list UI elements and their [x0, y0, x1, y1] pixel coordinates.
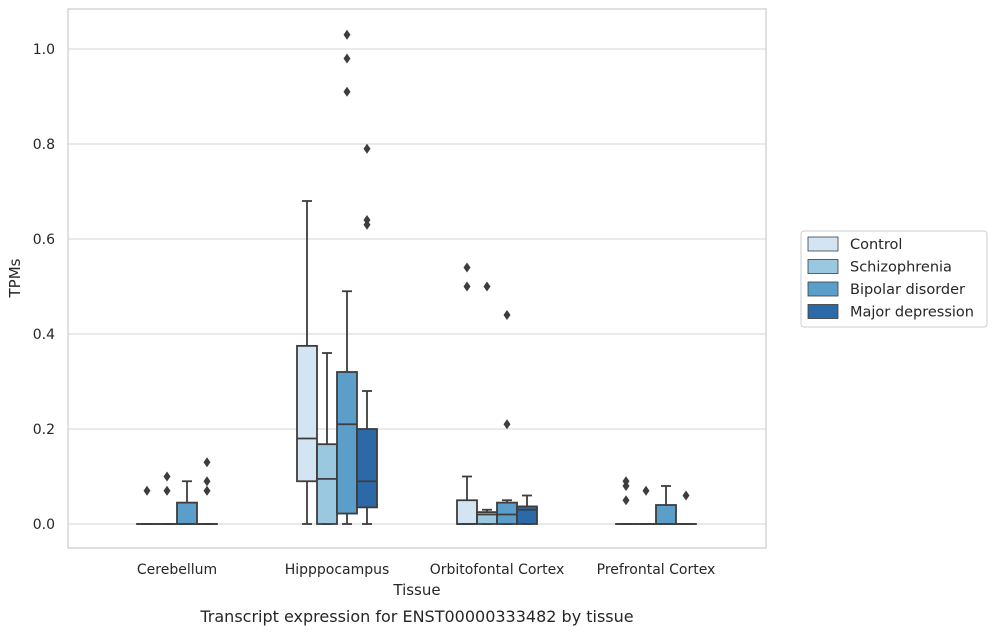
box-body — [176, 501, 198, 525]
y-tick-label: 0.8 — [33, 137, 55, 153]
box-element — [196, 457, 218, 525]
outlier-point — [163, 485, 171, 496]
outlier-point — [203, 476, 211, 487]
box-plot-series — [136, 29, 697, 525]
legend: Control Schizophrenia Bipolar disorder Majo… — [800, 230, 988, 328]
outlier-point — [163, 471, 171, 482]
outlier-point — [363, 143, 371, 154]
legend-swatch — [807, 259, 839, 274]
legend-label: Bipolar disorder — [850, 282, 965, 298]
y-tick-label: 0.2 — [33, 422, 55, 438]
y-axis-title: TPMs — [6, 258, 24, 298]
outlier-point — [463, 262, 471, 273]
outlier-point — [483, 281, 491, 292]
outlier-point — [343, 86, 351, 97]
legend-label: Schizophrenia — [850, 260, 952, 276]
x-tick-labels: Cerebellum Hipppocampus Orbitofontal Corte… — [137, 562, 715, 578]
box-element — [516, 494, 538, 525]
outlier-point — [143, 485, 151, 496]
outlier-point — [622, 495, 630, 506]
box-body — [356, 428, 378, 509]
legend-swatch — [807, 236, 839, 252]
outlier-point — [622, 481, 630, 491]
box-element — [456, 262, 478, 525]
box-element — [136, 485, 158, 525]
legend-swatch — [807, 304, 839, 319]
outlier-point — [642, 485, 650, 496]
chart-caption: Transcript expression for ENST0000033348… — [199, 607, 633, 626]
x-axis-title: Tissue — [392, 581, 440, 599]
x-tick-label: Orbitofontal Cortex — [430, 562, 565, 578]
box-body — [456, 499, 478, 525]
box-body — [516, 505, 538, 525]
box-element — [655, 485, 677, 525]
y-tick-label: 1.0 — [33, 42, 55, 58]
y-tick-labels: 0.0 0.2 0.4 0.6 0.8 1.0 — [33, 42, 55, 533]
legend-swatch — [807, 281, 839, 297]
box-body — [316, 443, 338, 525]
x-tick-label: Cerebellum — [137, 562, 217, 578]
legend-label: Major depression — [850, 305, 974, 321]
outlier-point — [343, 29, 351, 40]
outlier-point — [682, 490, 690, 501]
y-tick-label: 0.0 — [33, 517, 55, 533]
plot-area-frame — [67, 8, 767, 549]
box-body — [655, 504, 677, 525]
outlier-point — [203, 485, 211, 496]
legend-label: Control — [850, 237, 902, 253]
outlier-point — [343, 53, 351, 64]
outlier-point — [203, 457, 211, 468]
outlier-point — [503, 310, 511, 320]
box-element — [615, 476, 637, 525]
box-body — [336, 371, 358, 515]
outlier-point — [503, 419, 511, 430]
outlier-point — [363, 219, 371, 230]
series-control — [136, 200, 637, 525]
series-major-depression — [196, 143, 697, 525]
box-element — [296, 200, 318, 525]
box-element — [675, 490, 697, 525]
outlier-point — [463, 281, 471, 292]
box-body — [296, 344, 318, 483]
x-tick-label: Hipppocampus — [285, 562, 390, 578]
box-body — [496, 501, 518, 525]
box-element — [356, 143, 378, 525]
box-element — [176, 480, 198, 525]
box-element — [476, 281, 498, 525]
legend-frame — [800, 230, 988, 328]
y-tick-label: 0.6 — [33, 232, 55, 248]
y-tick-label: 0.4 — [33, 327, 55, 343]
x-tick-label: Prefrontal Cortex — [597, 562, 716, 578]
